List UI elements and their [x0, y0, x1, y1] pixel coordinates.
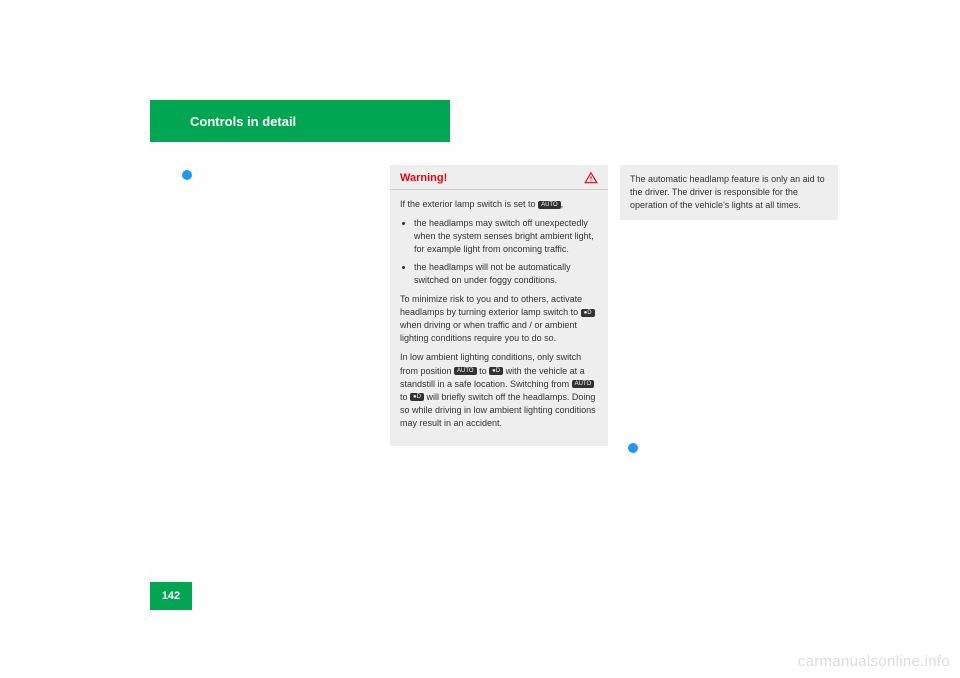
- warning-intro-text: If the exterior lamp switch is set to: [400, 199, 538, 209]
- page-number: 142: [162, 590, 180, 602]
- auto-icon: AUTO: [454, 367, 477, 375]
- watermark: carmanualsonline.info: [798, 653, 950, 670]
- warning-triangle-icon: [584, 171, 598, 185]
- warning-para-1: To minimize risk to you and to others, a…: [400, 293, 598, 345]
- warning-bullet: the headlamps may switch off unexpectedl…: [414, 217, 598, 256]
- section-header-title: Controls in detail: [190, 114, 296, 129]
- auto-icon: AUTO: [538, 201, 561, 209]
- page-number-box: 142: [150, 582, 192, 610]
- warning-body: If the exterior lamp switch is set to AU…: [390, 190, 608, 446]
- warning-text-span: to: [477, 366, 490, 376]
- info-dot-icon: [182, 170, 192, 180]
- warning-para-2: In low ambient lighting conditions, only…: [400, 351, 598, 429]
- warning-bullet-list: the headlamps may switch off unexpectedl…: [400, 217, 598, 287]
- auto-icon: AUTO: [572, 380, 595, 388]
- info-text: The automatic headlamp feature is only a…: [630, 174, 825, 210]
- warning-text-span: To minimize risk to you and to others, a…: [400, 294, 582, 317]
- warning-text-span: to: [400, 392, 410, 402]
- headlamp-icon: ●D: [489, 367, 503, 375]
- warning-intro: If the exterior lamp switch is set to AU…: [400, 198, 598, 211]
- warning-intro-suffix: ,: [561, 199, 564, 209]
- warning-header: Warning!: [390, 165, 608, 190]
- info-dot-icon: [628, 443, 638, 453]
- warning-title: Warning!: [400, 172, 447, 184]
- headlamp-icon: ●D: [581, 309, 595, 317]
- warning-box: Warning! If the exterior lamp switch is …: [390, 165, 608, 446]
- page-container: Controls in detail Warning! If the exter…: [150, 80, 870, 610]
- warning-text-span: when driving or when traffic and / or am…: [400, 320, 577, 343]
- headlamp-icon: ●D: [410, 393, 424, 401]
- info-box: The automatic headlamp feature is only a…: [620, 165, 838, 220]
- warning-text-span: will briefly switch off the headlamps. D…: [400, 392, 596, 428]
- section-header-bar: Controls in detail: [150, 100, 450, 142]
- warning-bullet: the headlamps will not be automatically …: [414, 261, 598, 287]
